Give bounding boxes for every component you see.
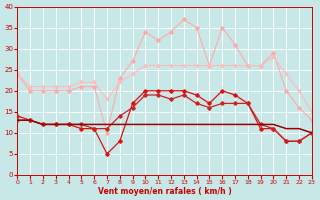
X-axis label: Vent moyen/en rafales ( km/h ): Vent moyen/en rafales ( km/h ) xyxy=(98,187,231,196)
